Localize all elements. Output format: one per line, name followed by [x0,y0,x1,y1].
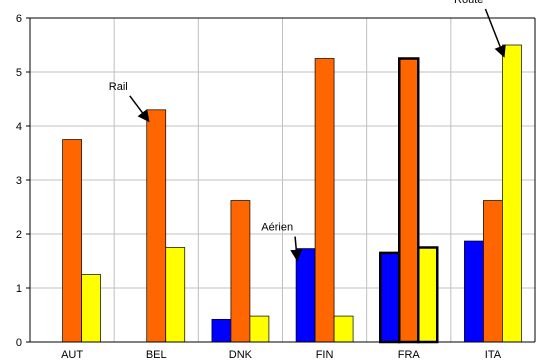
y-tick-label: 5 [16,67,22,79]
bar-aut-rail [62,139,82,343]
bar-dnk-route [249,315,270,343]
y-tick-label: 2 [16,229,22,241]
annotation-arrow [129,95,150,123]
x-tick-label: FRA [398,349,421,361]
x-tick-label: AUT [61,349,83,361]
bar-fra-rail [398,57,420,344]
bar-fin-route [333,315,354,343]
bar-bel-route [165,247,186,343]
y-tick-label: 4 [16,121,22,133]
axes: 0 1 2 3 4 5 6 AUT BEL DNK FIN FRA ITA [16,13,536,361]
x-tick-label: DNK [229,349,253,361]
bar-fra-route [417,246,439,344]
annotation-label: Route [454,0,483,6]
annotations: Rail Aérien Route [109,0,506,262]
bar-ita-aérien [464,240,484,343]
annotation-label: Rail [109,81,128,93]
bar-fra-aérien [379,251,401,344]
bar-ita-rail [483,200,503,343]
annotation-arrow [484,8,506,58]
y-tick-label: 1 [16,283,22,295]
y-tick-label: 3 [16,175,22,187]
bar-bel-rail [146,109,167,343]
x-tick-label: FIN [316,349,334,361]
bar-fin-aérien [295,248,316,343]
annotation-label: Aérien [261,222,293,234]
annotation-arrow [290,236,303,262]
bar-aut-route [81,274,101,343]
bar-dnk-rail [230,200,251,343]
bar-fin-rail [314,58,335,343]
x-tick-label: ITA [485,349,502,361]
y-tick-label: 6 [16,13,22,25]
bar-ita-route [502,44,522,343]
grid-lines [29,17,536,343]
x-tick-label: BEL [146,349,167,361]
bar-dnk-aérien [211,318,232,343]
y-tick-label: 0 [16,337,22,349]
